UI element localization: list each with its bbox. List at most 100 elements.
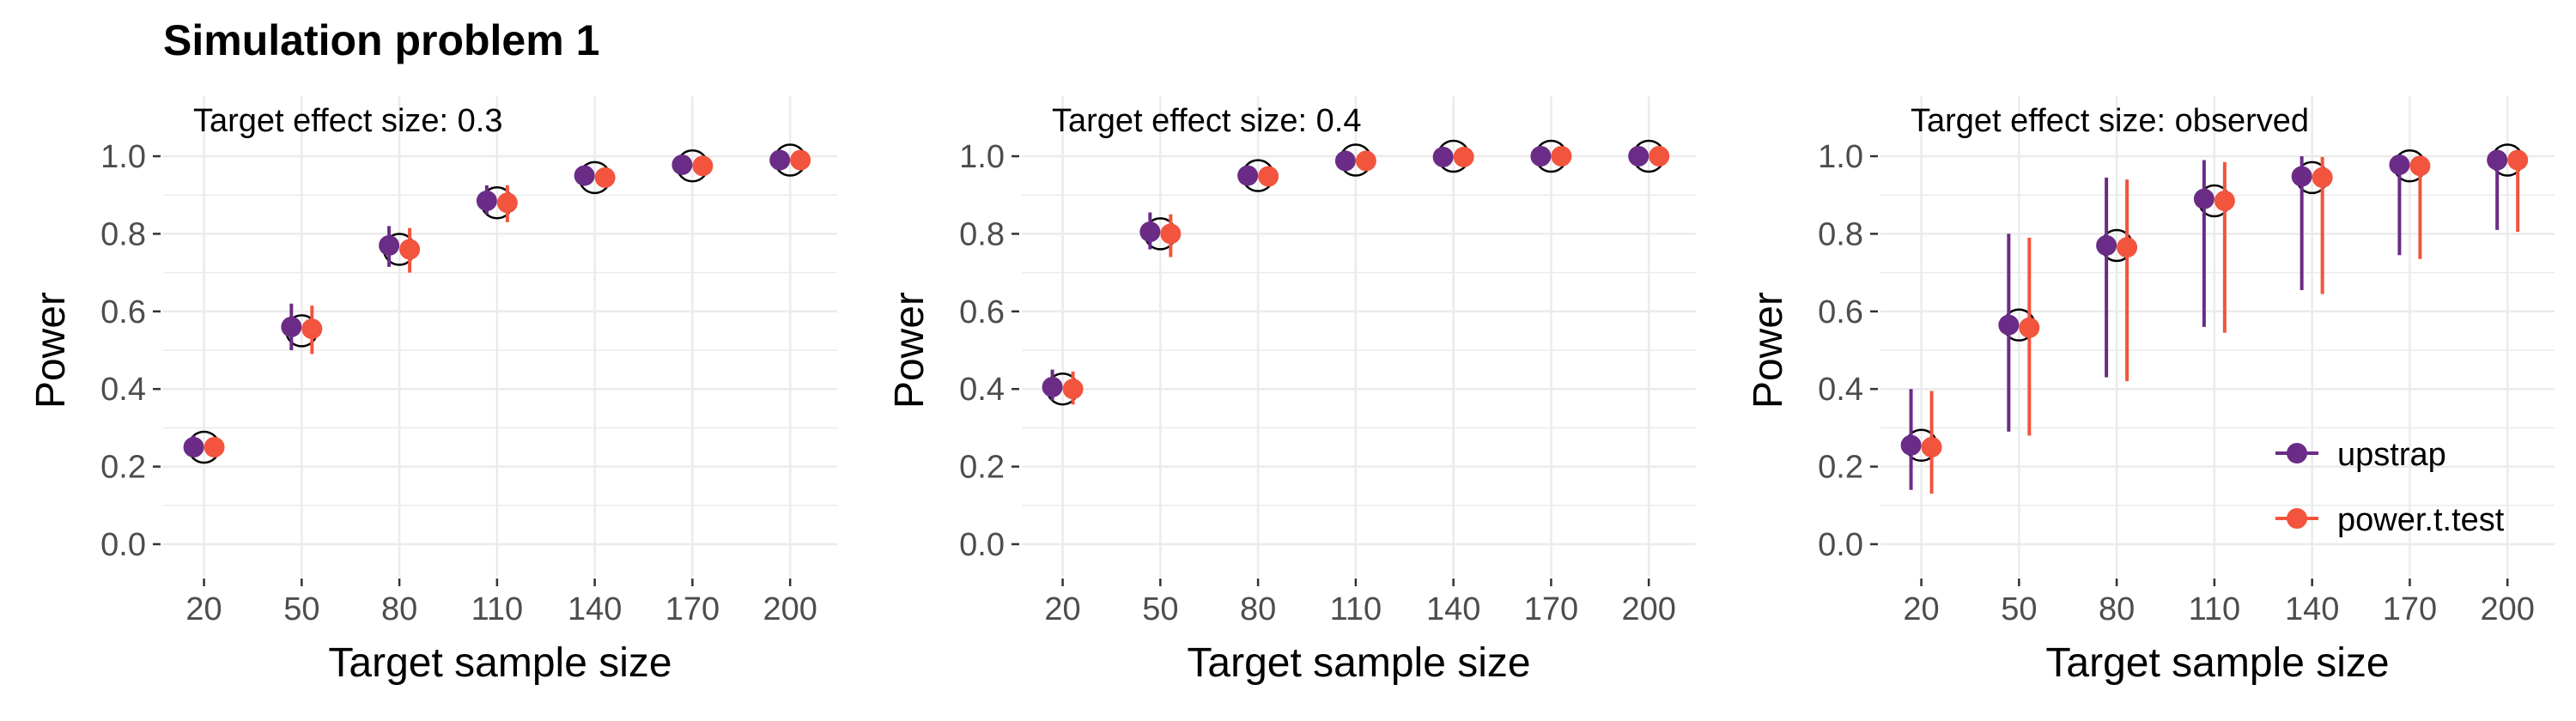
- data-point: [2487, 149, 2508, 171]
- data-point: [183, 437, 204, 457]
- data-point: [2507, 149, 2529, 171]
- data-point: [1237, 165, 1259, 186]
- x-tick-label: 200: [2480, 591, 2534, 627]
- x-tick-label: 200: [1621, 591, 1675, 627]
- data-point: [574, 165, 595, 186]
- data-point: [1355, 150, 1376, 172]
- data-point: [301, 318, 323, 340]
- data-point: [2312, 167, 2333, 188]
- data-point: [1530, 146, 1552, 167]
- x-tick-label: 20: [185, 591, 222, 627]
- y-tick-label: 1.0: [100, 139, 146, 175]
- x-tick-label: 80: [2099, 591, 2135, 627]
- data-point: [2019, 317, 2040, 338]
- y-tick-label: 0.8: [959, 216, 1005, 252]
- panel-subtitle: Target effect size: 0.3: [193, 103, 503, 139]
- legend: upstrap power.t.test: [2275, 437, 2505, 538]
- data-point: [2117, 237, 2138, 258]
- x-tick-label: 110: [471, 591, 524, 627]
- data-point: [671, 154, 693, 175]
- y-tick-label: 0.0: [1818, 527, 1863, 563]
- figure-title: Simulation problem 1: [163, 16, 600, 64]
- data-point: [204, 437, 225, 457]
- chart-panel-2: 0.0 0.2 0.4 0.6 0.8 1.0 20 50 80 110 140 170 200 Targ…: [887, 96, 1696, 686]
- x-tick-label: 20: [1903, 591, 1939, 627]
- data-point: [2409, 155, 2431, 177]
- data-point: [1900, 434, 1922, 456]
- panel-subtitle: Target effect size: 0.4: [1052, 103, 1362, 139]
- y-tick-label: 1.0: [959, 139, 1005, 175]
- data-point: [1453, 146, 1474, 167]
- data-point: [379, 234, 400, 256]
- data-point: [2193, 188, 2215, 209]
- x-tick-label: 50: [1142, 591, 1178, 627]
- x-tick-label: 110: [1330, 591, 1382, 627]
- x-tick-label: 50: [2001, 591, 2037, 627]
- y-axis-label: Power: [28, 292, 74, 409]
- y-tick-label: 0.4: [1818, 372, 1863, 408]
- data-point: [1258, 166, 1279, 187]
- data-point: [1998, 314, 2020, 336]
- x-tick-label: 170: [2383, 591, 2437, 627]
- data-point: [692, 155, 714, 177]
- y-tick-label: 0.2: [1818, 450, 1863, 486]
- data-point: [476, 190, 497, 211]
- data-point: [1628, 146, 1649, 167]
- chart-panel-1: 0.0 0.2 0.4 0.6 0.8 1.0 20 50 80 110 140 170 200 Targ…: [28, 96, 837, 686]
- x-axis-label: Target sample size: [328, 640, 671, 686]
- x-tick-label: 170: [1524, 591, 1578, 627]
- data-point: [1334, 150, 1356, 172]
- data-point: [2096, 234, 2117, 256]
- y-tick-label: 0.2: [959, 450, 1005, 486]
- y-tick-label: 0.4: [100, 372, 146, 408]
- x-tick-label: 170: [665, 591, 720, 627]
- legend-key-point: [2287, 443, 2307, 464]
- x-tick-label: 140: [2285, 591, 2339, 627]
- y-tick-label: 0.0: [959, 527, 1005, 563]
- data-point: [2291, 166, 2312, 187]
- legend-label: upstrap: [2337, 437, 2446, 473]
- data-point: [1921, 437, 1942, 457]
- y-tick-label: 1.0: [1818, 139, 1863, 175]
- data-point: [790, 149, 811, 171]
- data-point: [399, 239, 421, 260]
- y-tick-label: 0.6: [959, 294, 1005, 330]
- y-tick-label: 0.2: [100, 450, 146, 486]
- x-tick-label: 80: [1240, 591, 1276, 627]
- data-point: [1062, 379, 1084, 400]
- panel-subtitle: Target effect size: observed: [1911, 103, 2309, 139]
- data-point: [769, 149, 791, 171]
- data-point: [1551, 146, 1572, 167]
- data-point: [2214, 190, 2235, 211]
- x-tick-label: 140: [568, 591, 622, 627]
- y-tick-label: 0.0: [100, 527, 146, 563]
- data-point: [281, 316, 302, 337]
- x-tick-label: 80: [381, 591, 417, 627]
- y-tick-label: 0.6: [1818, 294, 1863, 330]
- data-point: [2389, 154, 2410, 175]
- x-axis-label: Target sample size: [1187, 640, 1530, 686]
- y-axis-label: Power: [887, 292, 933, 409]
- x-tick-label: 200: [762, 591, 817, 627]
- legend-key-point: [2287, 508, 2307, 529]
- x-axis-label: Target sample size: [2045, 640, 2389, 686]
- x-tick-label: 20: [1044, 591, 1080, 627]
- data-point: [1042, 376, 1063, 397]
- y-tick-label: 0.8: [1818, 216, 1863, 252]
- y-tick-label: 0.8: [100, 216, 146, 252]
- data-point: [594, 167, 616, 188]
- legend-label: power.t.test: [2337, 502, 2505, 538]
- x-tick-label: 140: [1426, 591, 1480, 627]
- data-point: [1139, 221, 1161, 243]
- data-point: [1649, 146, 1670, 167]
- data-point: [1432, 146, 1454, 167]
- y-tick-label: 0.6: [100, 294, 146, 330]
- x-tick-label: 50: [283, 591, 319, 627]
- data-point: [496, 192, 518, 214]
- data-point: [1160, 223, 1182, 245]
- y-axis-label: Power: [1746, 292, 1791, 409]
- x-tick-label: 110: [2189, 591, 2241, 627]
- y-tick-label: 0.4: [959, 372, 1005, 408]
